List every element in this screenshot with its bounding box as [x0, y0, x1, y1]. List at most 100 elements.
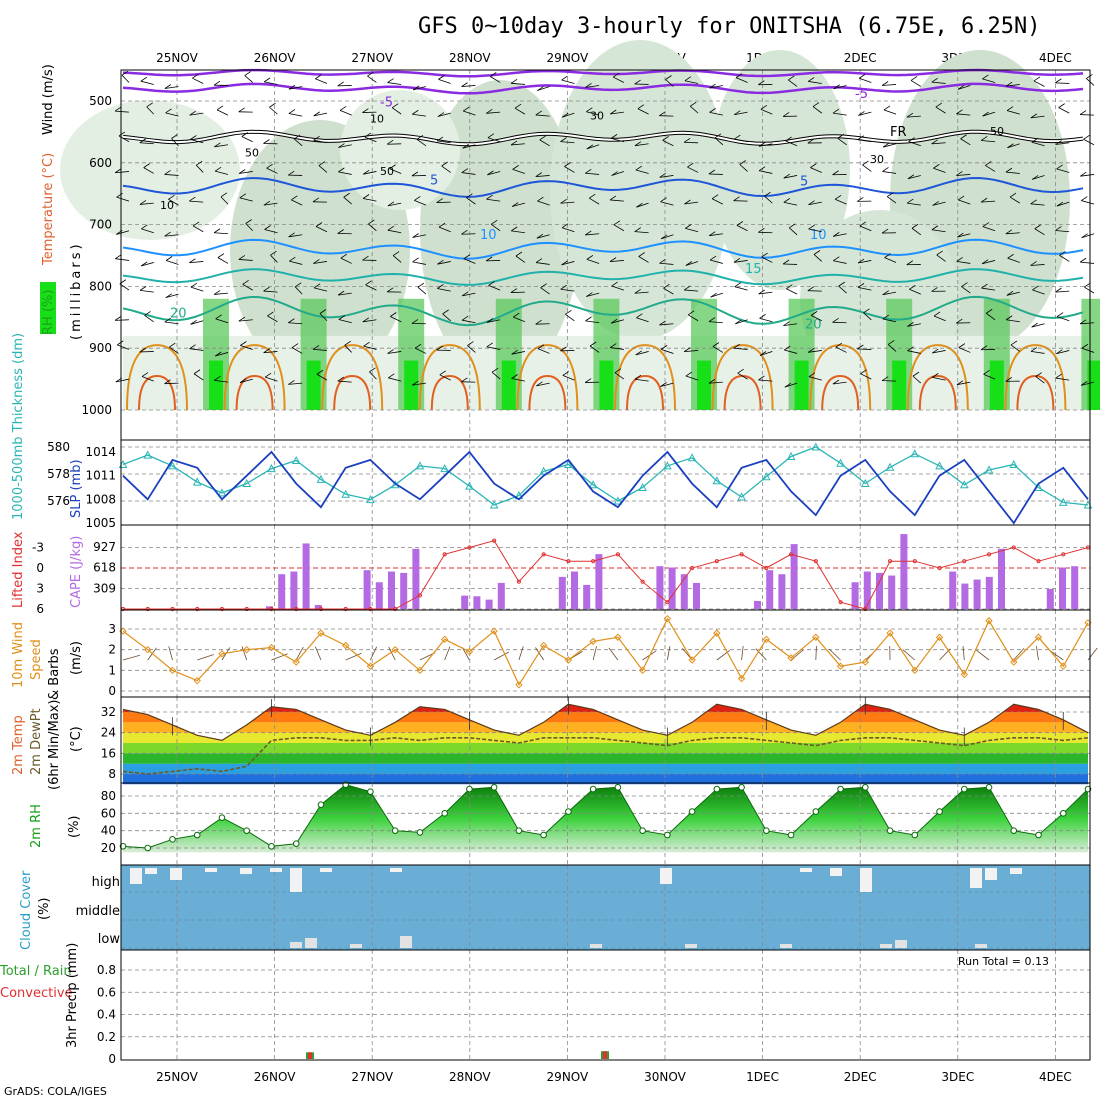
wind-barb	[859, 221, 867, 227]
wind-barb	[634, 288, 641, 294]
wind-barb	[1030, 347, 1038, 352]
precip-tick-label: 0	[108, 1052, 116, 1066]
wind-barb	[288, 318, 295, 324]
wind-barb	[164, 382, 179, 385]
wind-barb	[411, 319, 419, 324]
cape-bar	[278, 574, 286, 609]
wind-barb	[663, 287, 674, 295]
wind-barb	[289, 260, 303, 265]
wind-barb	[1080, 114, 1095, 116]
wind-barb	[709, 111, 723, 116]
wind-barb	[339, 110, 352, 116]
wind-barb	[315, 226, 328, 233]
wind-barb	[417, 286, 427, 295]
wind-barb	[1056, 164, 1063, 170]
thickness-point	[489, 500, 499, 509]
cloud-ylabel: Cloud Cover	[19, 870, 34, 950]
wind-barb	[685, 227, 699, 233]
temp-band	[123, 712, 1088, 723]
cape-bar	[693, 582, 700, 609]
wind-speed-point	[440, 635, 449, 644]
wind-barb	[634, 141, 642, 147]
wind-speed-point	[960, 670, 968, 679]
wind-barb	[141, 372, 149, 377]
thickness-point	[786, 451, 796, 460]
wind-barb	[660, 382, 667, 387]
wind-tick-label: 3	[108, 622, 116, 636]
wind-barb	[931, 77, 938, 83]
wind-barb	[115, 110, 130, 113]
wind-barb	[665, 75, 672, 80]
contour-label: 20	[805, 317, 822, 332]
wind-barb	[935, 106, 946, 114]
wind-barb	[270, 250, 277, 256]
wind-barb	[1079, 257, 1087, 263]
wind-barb	[511, 82, 525, 85]
cape-bar	[400, 572, 408, 609]
contour-label: 10	[480, 228, 497, 243]
wind-barb	[536, 234, 550, 239]
wind-tick-label: 1	[108, 663, 116, 677]
wind-barb	[1058, 107, 1070, 114]
wind-barb	[1081, 196, 1088, 201]
wind-barb	[683, 138, 691, 143]
wind-barb	[217, 253, 225, 258]
wind-barb	[1007, 143, 1020, 149]
wind-barb	[338, 144, 352, 148]
cape-ylabel: CAPE (J/kg)	[69, 536, 84, 608]
wind-barb	[660, 234, 674, 240]
top-date-label: 2DEC	[844, 51, 877, 65]
wind-barb	[1083, 138, 1095, 146]
wind-barb	[313, 139, 328, 144]
wind-barb	[561, 223, 569, 229]
wind-barb	[391, 107, 402, 115]
rh-point	[688, 808, 696, 815]
lifted-index-point	[912, 559, 917, 564]
wind-barb	[362, 169, 370, 175]
wind-barb	[190, 319, 197, 325]
lifted-index-point	[566, 559, 571, 564]
rh-point	[763, 827, 770, 834]
wind-barb	[1031, 175, 1039, 180]
wind-barb	[291, 195, 298, 201]
wind-barb	[461, 85, 476, 88]
wind-barb	[833, 260, 847, 264]
cloud-low-bar	[880, 944, 892, 948]
wind-barb	[1033, 76, 1041, 82]
rh-point	[614, 784, 622, 791]
wind-barb	[609, 199, 624, 202]
wind-barb	[412, 234, 427, 238]
thickness-point	[761, 472, 771, 481]
wind-barb	[288, 380, 295, 385]
wind-barb	[244, 75, 253, 83]
wind-barb	[634, 227, 641, 232]
lifted-index-point	[665, 600, 670, 605]
wind-barb	[1031, 322, 1038, 328]
wind-barb	[1055, 226, 1062, 231]
thickness-point	[1009, 459, 1019, 469]
wind-barb	[982, 111, 989, 117]
wind-barb	[759, 170, 773, 174]
wind-barb	[635, 350, 643, 356]
wind-barb	[759, 351, 767, 356]
cloud-ylabels: Cloud Cover (%)	[19, 870, 52, 950]
wind-barb	[240, 345, 253, 350]
wind-barb	[610, 347, 624, 350]
wind-barb	[957, 232, 964, 238]
wind-barb-10m	[716, 649, 731, 661]
wind-speed-point	[861, 658, 870, 666]
thickness-point	[613, 496, 623, 505]
wind-barb	[462, 292, 476, 297]
wind-barb	[1056, 168, 1070, 173]
wind-barb	[513, 312, 520, 318]
wind-barb	[882, 318, 897, 323]
wind-barb	[662, 136, 669, 141]
wind-barb	[1081, 233, 1088, 239]
wind-barb	[956, 257, 963, 262]
wind-barb	[437, 288, 451, 292]
temp-band	[123, 753, 1088, 764]
wind-barb	[1084, 286, 1095, 294]
wind-barb	[367, 75, 377, 83]
wind-barb	[810, 167, 822, 173]
wind-barb	[368, 219, 375, 225]
